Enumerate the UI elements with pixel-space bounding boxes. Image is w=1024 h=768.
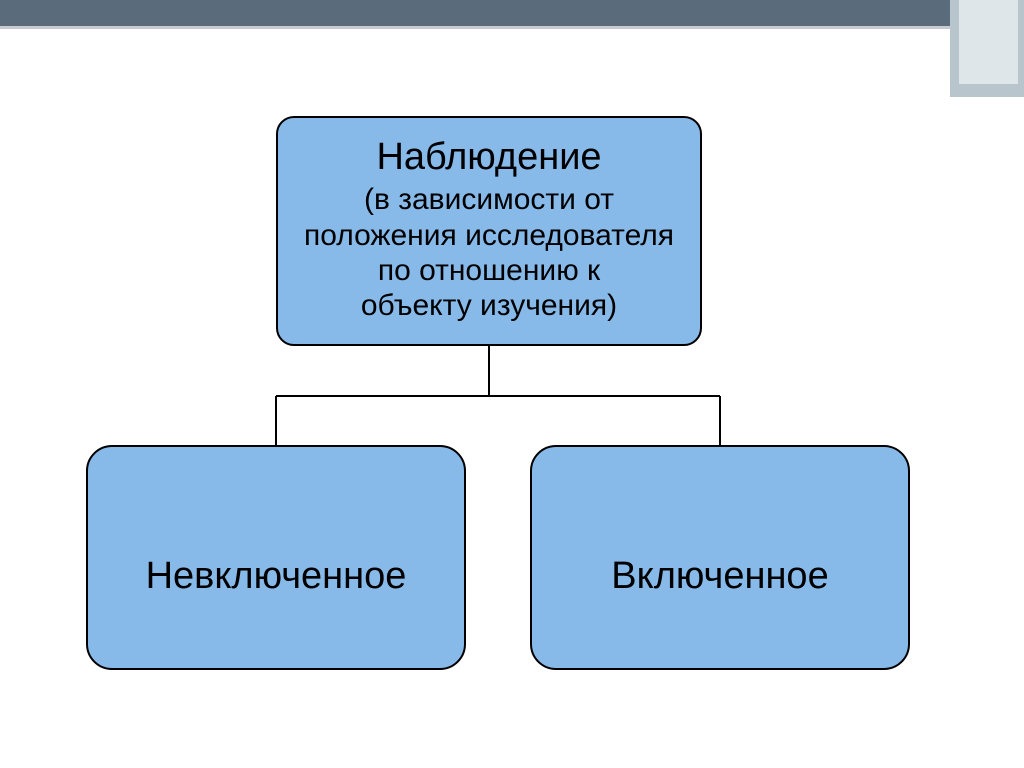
root-node-subtitle-line: объекту изучения) [361,288,617,323]
child-node-label: Включенное [611,555,828,598]
root-node: Наблюдение (в зависимости от положения и… [276,116,702,346]
child-node-left: Невключенное [86,445,466,670]
root-node-subtitle-line: (в зависимости от [364,182,614,217]
root-node-subtitle-line: положения исследователя [304,218,674,253]
root-node-subtitle-line: по отношению к [378,253,600,288]
slide: Наблюдение (в зависимости от положения и… [0,0,1024,768]
child-node-label: Невключенное [146,555,407,598]
corner-decoration-front [959,0,1018,84]
root-node-title: Наблюдение [376,138,601,178]
child-node-right: Включенное [530,445,910,670]
top-bar-decoration [0,0,1024,29]
